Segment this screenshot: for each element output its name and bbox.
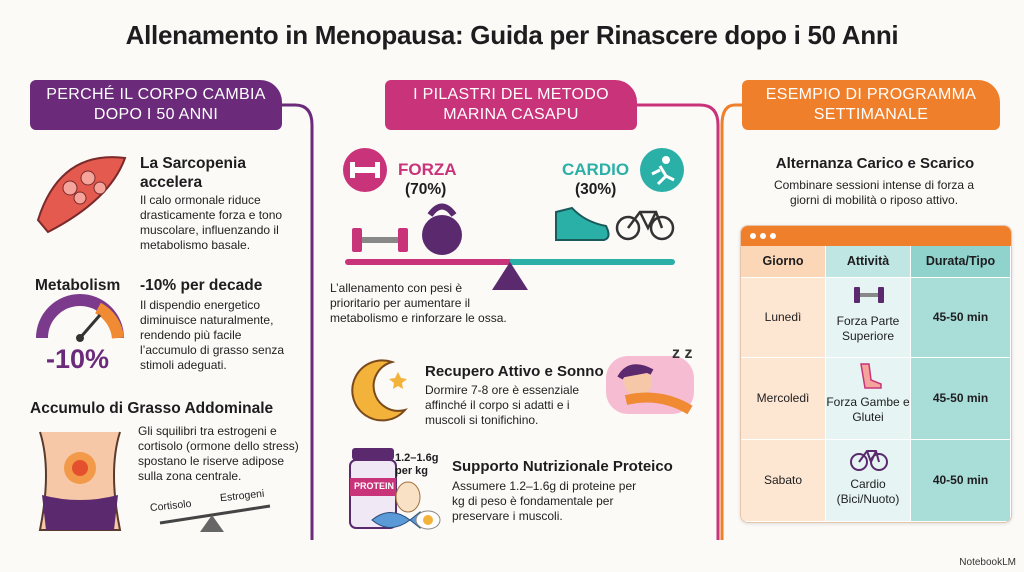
item-text: Assumere 1.2–1.6g di proteine per kg di … [452, 479, 637, 523]
column-header: ESEMPIO DI PROGRAMMA SETTIMANALE [742, 80, 1000, 130]
table-cell: Mercoledì [741, 358, 826, 440]
item-title: Recupero Attivo e Sonno [425, 363, 604, 380]
dumbbell-icon [854, 287, 884, 303]
gauge-value: -10% [46, 344, 110, 374]
table-cell: 45-50 min [911, 358, 1011, 440]
bike-icon [615, 210, 675, 241]
table-cell: Lunedì [741, 278, 826, 358]
balance-icon [159, 504, 271, 532]
gauge-icon [36, 294, 124, 342]
connector [637, 103, 720, 540]
item-title: Accumulo di Grasso Addominale [30, 400, 274, 417]
item-title: La Sarcopenia accelera [140, 155, 246, 191]
sleep-icon: z z [606, 345, 694, 415]
kettlebell-icon [422, 203, 462, 255]
window-dots [750, 233, 776, 239]
cell-text: Forza Parte Superiore [836, 313, 900, 343]
footer: NotebookLM [959, 557, 1016, 568]
item-title: Supporto Nutrizionale Proteico [452, 458, 673, 475]
column-header: I PILASTRI DEL METODO MARINA CASAPU [385, 80, 637, 130]
shoe-icon [555, 206, 610, 241]
cell-text: Cardio (Bici/Nuoto) [836, 476, 900, 506]
bike-icon [850, 450, 888, 471]
protein-jar-icon [349, 448, 397, 529]
schedule-table: Giorno Attività Durata/Tipo Lunedì Forza… [740, 225, 1012, 523]
table-cell: Forza Parte Superiore [826, 278, 911, 358]
belly-icon [38, 431, 122, 531]
dumbbell-icon [352, 228, 408, 252]
table-header: Durata/Tipo [911, 246, 1011, 278]
table-cell: 45-50 min [911, 278, 1011, 358]
muscle-icon [36, 156, 127, 234]
svg-text:z z: z z [672, 345, 692, 362]
item-text: Il calo ormonale riduce drasticamente fo… [140, 193, 283, 252]
food-icon [371, 481, 441, 530]
fulcrum [492, 262, 528, 290]
pillar-share: (70%) [405, 181, 447, 198]
leg-icon [860, 363, 882, 389]
pillar-share: (30%) [575, 181, 617, 198]
metabolism-label: Metabolism [35, 277, 121, 294]
table-header: Attività [826, 246, 911, 278]
section-text: Combinare sessioni intense di forza a gi… [773, 178, 975, 207]
pillar-label: CARDIO [562, 160, 630, 179]
connector [720, 103, 742, 540]
item-title: -10% per decade [140, 277, 263, 294]
cell-text: Forza Gambe e Glutei [826, 394, 910, 424]
item-text: Dormire 7-8 ore è essenziale affinché il… [425, 383, 580, 427]
dose-label: 1.2–1.6g per kg [395, 452, 439, 477]
item-text: Il dispendio energetico diminuisce natur… [140, 298, 285, 372]
connector [282, 103, 314, 540]
table-cell: Sabato [741, 440, 826, 522]
section-title: Alternanza Carico e Scarico [775, 155, 975, 172]
main-title: Allenamento in Menopausa: Guida per Rina… [125, 20, 899, 50]
table-cell: 40-50 min [911, 440, 1011, 522]
pillar-label: FORZA [398, 160, 457, 179]
table-cell: Cardio (Bici/Nuoto) [826, 440, 911, 522]
pillar-note: L’allenamento con pesi è prioritario per… [330, 281, 507, 325]
table-header: Giorno [741, 246, 826, 278]
jar-label: PROTEIN [354, 481, 395, 491]
item-text: Gli squilibri tra estrogeni e cortisolo … [138, 424, 299, 483]
window-bar [741, 226, 1011, 246]
moon-icon [351, 359, 408, 422]
column-header: PERCHÉ IL CORPO CAMBIA DOPO I 50 ANNI [30, 80, 282, 130]
